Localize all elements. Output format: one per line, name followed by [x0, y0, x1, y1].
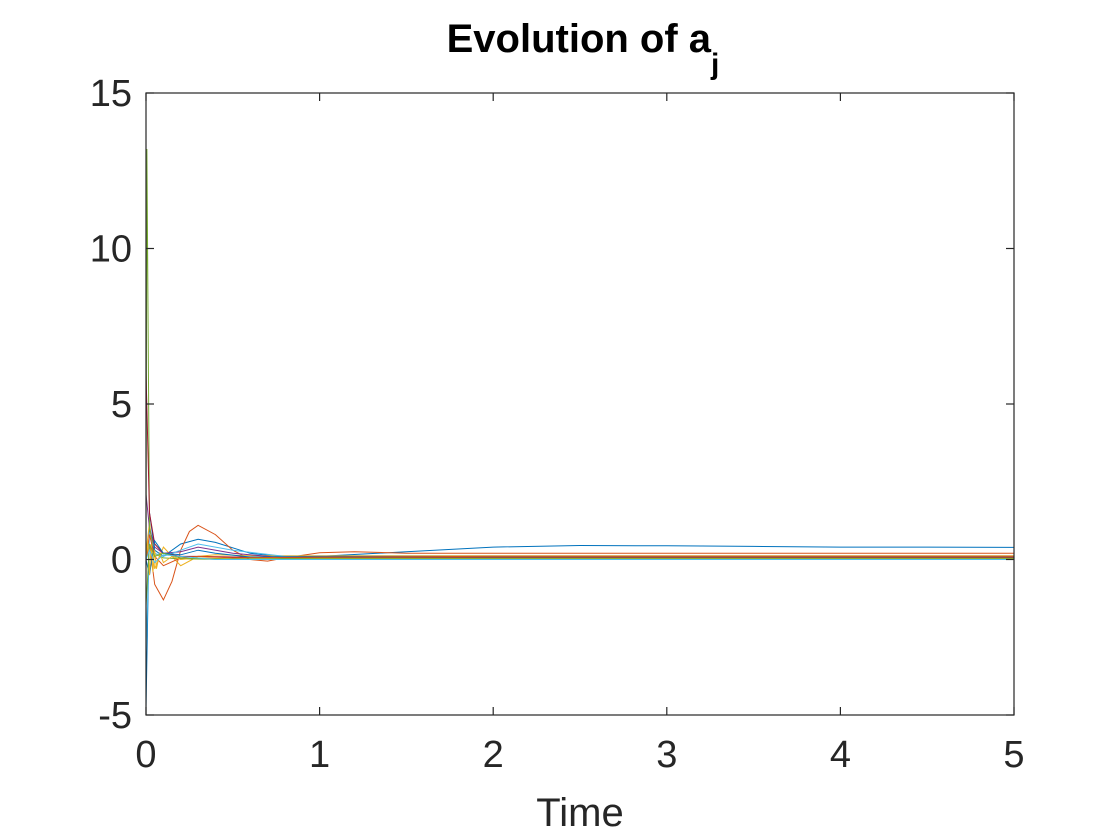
series-line-11: [145, 543, 1014, 607]
y-tick-label-2: 5: [111, 384, 132, 426]
x-axis-label: Time: [536, 791, 623, 835]
x-tick-label-0: 0: [135, 734, 156, 776]
series-line-7: [145, 372, 1014, 559]
x-tick-label-1: 1: [309, 734, 330, 776]
x-tick-label-5: 5: [1003, 734, 1024, 776]
x-tick-label-3: 3: [656, 734, 677, 776]
chart-title-main: Evolution of a: [447, 17, 712, 61]
series-line-5: [145, 148, 1014, 560]
series-line-12: [145, 548, 1014, 564]
plot-lines: [145, 148, 1015, 709]
x-tick-label-4: 4: [830, 734, 851, 776]
y-tick-label-4: 15: [90, 73, 132, 115]
series-line-3: [145, 522, 1014, 569]
chart-title: Evolution of aj: [447, 17, 720, 81]
axes-box: [145, 92, 1015, 716]
y-tick-label-0: -5: [98, 695, 132, 737]
series-line-2: [145, 524, 1014, 601]
series-line-1: [145, 512, 1015, 709]
chart-title-subscript: j: [710, 48, 719, 81]
x-tick-label-2: 2: [483, 734, 504, 776]
y-tick-label-1: 0: [111, 540, 132, 582]
series-line-4: [145, 494, 1014, 559]
series-line-6: [145, 534, 1014, 653]
series-line-10: [145, 540, 1014, 576]
series-line-9: [145, 534, 1014, 567]
y-tick-label-3: 10: [90, 229, 132, 271]
